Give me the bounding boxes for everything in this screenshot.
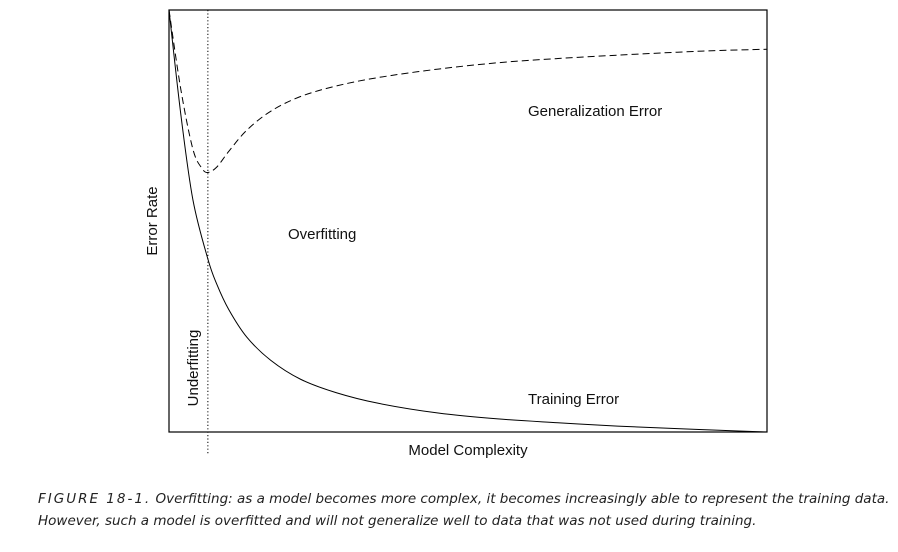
caption-text-1: Overfitting: as a model becomes more com… bbox=[155, 491, 890, 507]
figure-caption: FIGURE 18-1. Overfitting: as a model bec… bbox=[38, 488, 890, 532]
underfitting-label: Underfitting bbox=[185, 330, 202, 407]
training-error-curve bbox=[168, 9, 768, 433]
overfitting-label: Overfitting bbox=[288, 226, 356, 243]
y-axis-label: Error Rate bbox=[144, 186, 161, 255]
generalization-error-curve bbox=[168, 9, 768, 174]
plot-frame bbox=[168, 9, 768, 433]
overfitting-chart: Model Complexity Error Rate Generalizati… bbox=[144, 9, 768, 459]
series-layer bbox=[168, 9, 768, 433]
caption-line-2: However, such a model is overfitted and … bbox=[38, 513, 757, 529]
caption-line-1: FIGURE 18-1. Overfitting: as a model bec… bbox=[38, 488, 890, 510]
x-axis-label: Model Complexity bbox=[408, 442, 528, 459]
generalization-error-label: Generalization Error bbox=[528, 103, 662, 120]
caption-figure-number: FIGURE 18-1. bbox=[38, 491, 152, 507]
training-error-label: Training Error bbox=[528, 391, 619, 408]
